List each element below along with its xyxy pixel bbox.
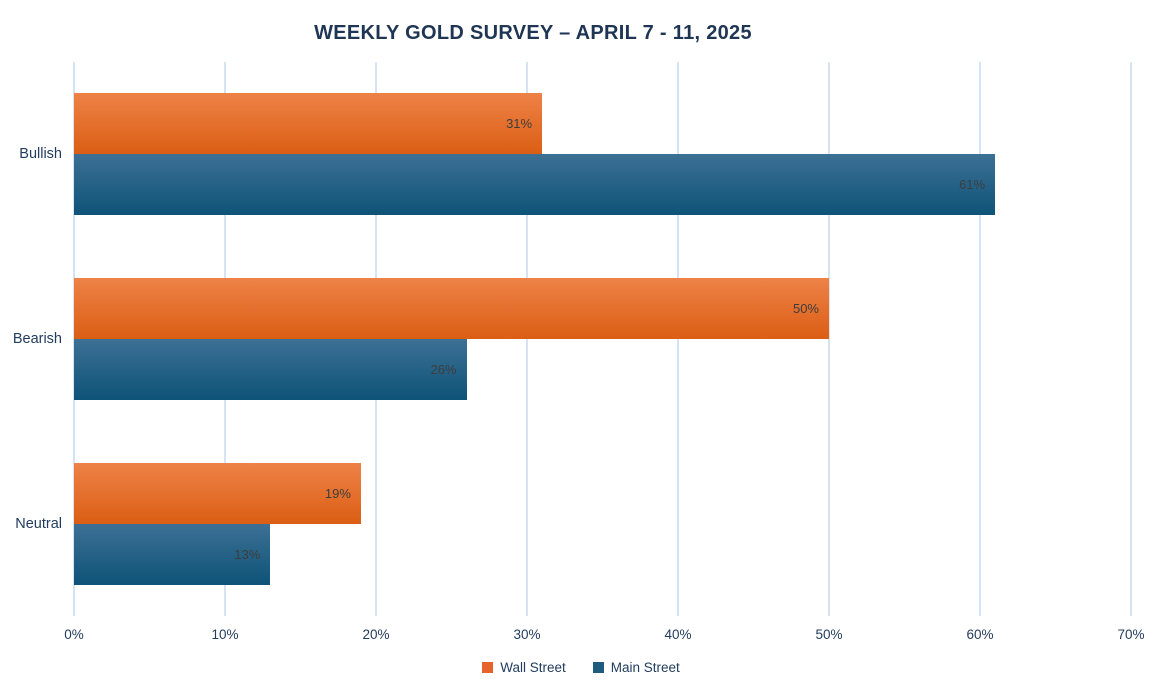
bar-group-bullish: 31% 61%: [74, 93, 1131, 216]
legend-label-main-street: Main Street: [610, 660, 680, 675]
legend-item-main-street: Main Street: [592, 660, 680, 675]
x-tick-label-50-: 50%: [815, 627, 843, 642]
bars-layer: 31% 61% 50% 26% 19% 13%: [74, 62, 1131, 616]
bar-main-street-bullish: 61%: [74, 154, 996, 216]
gridline-30-: [526, 62, 528, 616]
gridline-40-: [676, 62, 679, 616]
bar-main-street-bearish: 26%: [74, 339, 467, 400]
bar-value-label-main-street-bullish: 61%: [959, 177, 986, 193]
bar-row-neutral: 19% 13%: [74, 431, 1131, 616]
bar-value-label-main-street-bearish: 26%: [430, 362, 457, 377]
x-tick-label-60-: 60%: [966, 627, 994, 642]
bar-main-street-neutral: 13%: [74, 523, 271, 585]
bar-row-bullish: 31% 61%: [74, 62, 1131, 247]
x-tick-label-30-: 30%: [513, 627, 541, 642]
bar-value-label-main-street-neutral: 13%: [234, 546, 261, 562]
bar-wall-street-bearish: 50%: [74, 278, 829, 339]
gridline-50-: [828, 62, 830, 616]
legend-label-wall-street: Wall Street: [500, 660, 566, 675]
bar-row-bearish: 50% 26%: [74, 247, 1131, 432]
category-label-bullish: Bullish: [19, 146, 62, 163]
legend-item-wall-street: Wall Street: [482, 660, 566, 675]
x-tick-label-70-: 70%: [1117, 627, 1145, 642]
bar-value-label-wall-street-bearish: 50%: [792, 301, 819, 316]
bar-group-bearish: 50% 26%: [74, 278, 1131, 400]
x-tick-label-10-: 10%: [211, 627, 239, 642]
bar-wall-street-bullish: 31%: [74, 93, 543, 155]
gridline-70-: [1130, 62, 1132, 616]
chart-title: WEEKLY GOLD SURVEY – APRIL 7 - 11, 2025: [314, 22, 752, 44]
x-axis: 0% 10% 20% 30% 40% 50% 60% 70%: [64, 616, 1144, 648]
category-label-bearish: Bearish: [12, 331, 62, 347]
x-tick-label-20-: 20%: [362, 627, 390, 642]
legend-swatch-wall-street-icon: [482, 662, 494, 673]
legend-swatch-main-street-icon: [592, 662, 604, 673]
x-tick-label-0-: 0%: [64, 627, 84, 642]
gridline-60-: [979, 62, 981, 616]
legend: Wall Street Main Street: [0, 660, 1162, 675]
category-axis: Bullish Bearish Neutral: [0, 62, 62, 616]
bar-value-label-wall-street-neutral: 19%: [324, 485, 351, 501]
category-label-neutral: Neutral: [15, 515, 62, 532]
bar-group-neutral: 19% 13%: [74, 462, 1131, 585]
x-tick-label-40-: 40%: [664, 627, 692, 642]
plot-area: 31% 61% 50% 26% 19% 13%: [73, 62, 1132, 616]
bar-wall-street-neutral: 19%: [74, 462, 361, 524]
bar-value-label-wall-street-bullish: 31%: [506, 116, 533, 132]
